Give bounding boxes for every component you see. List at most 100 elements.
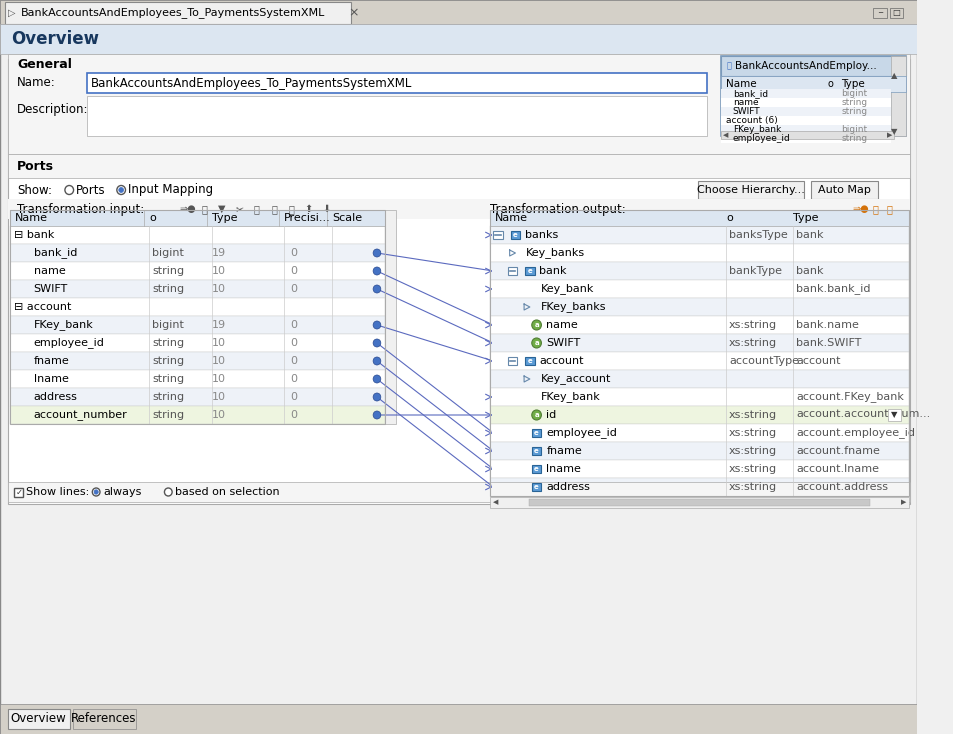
FancyBboxPatch shape: [10, 352, 384, 370]
Text: bigint: bigint: [841, 125, 866, 134]
Text: Show:: Show:: [17, 184, 52, 197]
Text: General: General: [17, 57, 72, 70]
Text: banksType: banksType: [728, 230, 787, 240]
Text: Precisi...: Precisi...: [283, 213, 330, 223]
Text: xs:string: xs:string: [728, 464, 777, 474]
FancyBboxPatch shape: [872, 8, 885, 18]
FancyBboxPatch shape: [507, 357, 517, 365]
FancyBboxPatch shape: [720, 131, 893, 139]
Text: 0: 0: [290, 338, 296, 348]
FancyBboxPatch shape: [490, 478, 908, 496]
Text: e: e: [527, 358, 532, 364]
Text: 📄: 📄: [885, 204, 891, 214]
FancyBboxPatch shape: [698, 181, 803, 199]
Text: 🗑: 🗑: [288, 204, 294, 214]
FancyBboxPatch shape: [10, 210, 384, 226]
Text: 10: 10: [212, 410, 226, 420]
FancyBboxPatch shape: [720, 76, 905, 92]
Text: Name: Name: [725, 79, 756, 89]
FancyBboxPatch shape: [490, 424, 908, 442]
FancyBboxPatch shape: [720, 116, 890, 125]
Text: 19: 19: [212, 248, 226, 258]
Text: FKey_banks: FKey_banks: [539, 302, 605, 313]
Text: Type: Type: [841, 79, 864, 89]
FancyBboxPatch shape: [531, 483, 541, 491]
FancyBboxPatch shape: [10, 262, 384, 280]
Text: 0: 0: [290, 320, 296, 330]
FancyBboxPatch shape: [14, 488, 23, 497]
Text: e: e: [534, 484, 538, 490]
FancyBboxPatch shape: [87, 73, 706, 93]
FancyBboxPatch shape: [0, 704, 917, 734]
Text: bankType: bankType: [728, 266, 781, 276]
Text: FKey_bank: FKey_bank: [33, 319, 93, 330]
Text: employee_id: employee_id: [33, 338, 105, 349]
Circle shape: [92, 488, 100, 496]
Text: bigint: bigint: [841, 89, 866, 98]
FancyBboxPatch shape: [507, 267, 517, 275]
Text: string: string: [152, 284, 184, 294]
Text: lname: lname: [546, 464, 580, 474]
FancyBboxPatch shape: [0, 24, 917, 54]
Text: Key_bank: Key_bank: [539, 283, 593, 294]
Text: ⬛: ⬛: [726, 62, 731, 70]
Text: a: a: [534, 412, 538, 418]
Circle shape: [373, 321, 380, 329]
Text: e: e: [534, 430, 538, 436]
Text: bigint: bigint: [152, 248, 184, 258]
Text: string: string: [841, 107, 866, 116]
FancyBboxPatch shape: [510, 231, 519, 239]
FancyBboxPatch shape: [10, 334, 384, 352]
Text: account.lname: account.lname: [796, 464, 879, 474]
Text: xs:string: xs:string: [728, 338, 777, 348]
Circle shape: [373, 285, 380, 293]
FancyBboxPatch shape: [10, 244, 384, 262]
Text: 📋: 📋: [253, 204, 259, 214]
FancyBboxPatch shape: [524, 357, 534, 365]
Text: string: string: [152, 338, 184, 348]
Text: account.FKey_bank: account.FKey_bank: [796, 391, 903, 402]
Text: string: string: [841, 98, 866, 107]
FancyBboxPatch shape: [531, 447, 541, 455]
FancyBboxPatch shape: [490, 316, 908, 334]
Text: e: e: [534, 466, 538, 472]
Text: xs:string: xs:string: [728, 320, 777, 330]
Text: name: name: [732, 98, 758, 107]
Text: References: References: [71, 713, 136, 725]
Text: name: name: [33, 266, 66, 276]
FancyBboxPatch shape: [0, 0, 917, 24]
Text: Scale: Scale: [332, 213, 361, 223]
Circle shape: [373, 357, 380, 365]
Text: FKey_bank: FKey_bank: [539, 391, 599, 402]
Circle shape: [65, 186, 73, 195]
FancyBboxPatch shape: [5, 2, 351, 24]
FancyBboxPatch shape: [10, 298, 384, 316]
Circle shape: [373, 249, 380, 257]
Text: Key_account: Key_account: [539, 374, 610, 385]
FancyBboxPatch shape: [720, 107, 890, 116]
Text: e: e: [513, 232, 517, 238]
Text: always: always: [103, 487, 141, 497]
FancyBboxPatch shape: [8, 482, 909, 502]
Text: string: string: [841, 134, 866, 143]
FancyBboxPatch shape: [490, 210, 908, 226]
Text: id: id: [546, 410, 556, 420]
Text: account.address: account.address: [796, 482, 887, 492]
FancyBboxPatch shape: [8, 54, 909, 154]
Text: 📄: 📄: [871, 204, 877, 214]
Text: account: account: [796, 356, 840, 366]
FancyBboxPatch shape: [720, 56, 905, 76]
Text: bank.bank_id: bank.bank_id: [796, 283, 870, 294]
Text: ⬇: ⬇: [321, 204, 330, 214]
Text: bank.SWIFT: bank.SWIFT: [796, 338, 861, 348]
Text: Type: Type: [793, 213, 818, 223]
FancyBboxPatch shape: [524, 267, 534, 275]
FancyBboxPatch shape: [528, 499, 869, 506]
Circle shape: [373, 375, 380, 383]
FancyBboxPatch shape: [720, 134, 890, 143]
FancyBboxPatch shape: [490, 460, 908, 478]
FancyBboxPatch shape: [810, 181, 877, 199]
FancyBboxPatch shape: [890, 56, 905, 136]
FancyBboxPatch shape: [10, 388, 384, 406]
Text: ◀: ◀: [492, 500, 497, 506]
